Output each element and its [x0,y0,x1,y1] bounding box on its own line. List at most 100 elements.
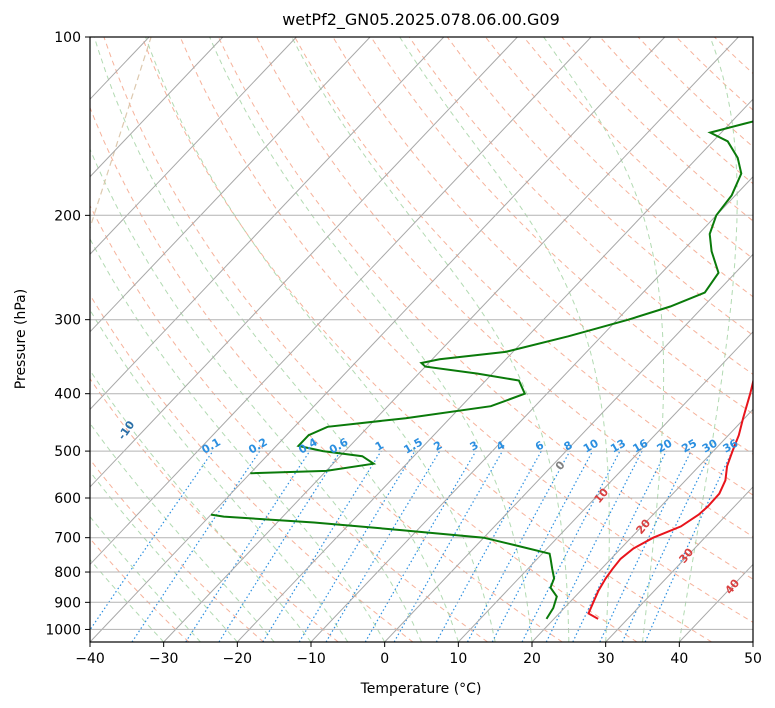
isotherm-line [90,37,592,566]
dry-adiabat-line [256,37,753,538]
y-tick-label: 600 [54,491,81,507]
grid-lines [0,37,753,642]
isotherm-line [310,176,753,642]
y-tick-label: 700 [54,531,81,547]
axes: −40 −30 −20 −10 0 10 20 30 40 5010020030040050060… [45,30,762,667]
y-tick-label: 800 [54,565,81,581]
y-tick-label: 900 [54,595,81,611]
y-tick-label: 300 [54,313,81,329]
mixing-ratio-label: 0.2 [246,436,269,457]
y-tick-label: 500 [54,444,81,460]
isotherm-line [90,37,297,256]
moist-adiabat-line [90,369,312,642]
moist-adiabat-line [90,558,165,642]
dry-adiabat-line [90,293,414,642]
dry-adiabat-line [294,37,753,496]
moist-adiabat-line [90,309,349,642]
y-tick-label: 100 [54,30,81,46]
temperature-line [587,377,753,620]
isotherm-line [752,641,753,642]
mixing-ratio-label: 10 [581,436,601,455]
moist-adiabat-line [291,37,570,642]
isotherm-line [90,37,518,488]
moist-adiabat-line [145,37,496,642]
mixing-ratio-line [90,450,214,631]
moist-adiabat-line [90,422,275,642]
moist-adiabat-line [90,237,386,642]
mixing-ratio-line [298,450,416,642]
mixing-ratio-line [466,450,571,642]
mixing-ratio-line [644,450,733,642]
x-tick-label: 50 [744,651,762,667]
isotherm-line [236,98,753,642]
x-tick-label: −10 [296,651,326,667]
moist-adiabat-line [90,515,201,642]
dry-adiabat-line [637,37,753,148]
x-tick-label: −30 [149,651,179,667]
isotherm-line [0,37,2,642]
plot-frame [89,36,754,643]
mixing-ratio-line [545,450,643,642]
mixing-ratio-label: 0.1 [199,436,222,457]
dewpoint-line-upper [250,120,753,475]
moist-adiabat-line [93,37,459,642]
moist-adiabat-line [399,37,610,642]
dry-adiabat-line [523,37,753,260]
y-tick-label: 400 [54,387,81,403]
mixing-ratio-line [435,450,542,642]
isotherm-line [90,37,371,333]
isotherm-line [90,37,666,642]
plot-area: 0.10.20.40.611.52346810131620253036-100-… [0,37,753,642]
x-axis-label: Temperature (°C) [360,681,482,697]
mixing-ratio-line [393,450,504,642]
data-series [210,120,753,620]
x-tick-label: 10 [449,651,467,667]
dry-adiabat-line [90,377,339,642]
moist-adiabat-line [90,148,422,642]
dry-adiabat-line [141,37,712,642]
dry-adiabat-line [752,37,753,39]
isotherm-line [90,37,445,411]
mixing-ratio-line [185,450,311,642]
mixing-ratio-label: 0.4 [296,435,320,456]
x-tick-label: 0 [380,651,389,667]
mixing-ratio-label: 30 [700,436,720,455]
y-tick-label: 200 [54,208,81,224]
dry-adiabat-line [561,37,753,222]
dry-adiabat-line [714,37,753,75]
moist-adiabat-label: 30 [676,545,696,565]
zero-label: 0 [553,458,568,472]
mixing-ratio-label: 16 [630,436,650,455]
dry-adiabat-line [217,37,753,580]
moist-adiabat-line [209,37,533,642]
background-lines [90,37,753,642]
dry-adiabat-line [179,37,753,623]
line-labels: 0.10.20.40.611.52346810131620253036-100-… [115,418,742,597]
mixing-ratio-line [572,450,667,642]
dewpoint-line-lower [210,513,558,620]
moist-adiabat-line [90,470,238,642]
dry-adiabat-line [408,37,753,375]
dry-adiabat-line [90,458,264,642]
mixing-ratio-label: 1.5 [401,436,424,457]
moist-adiabat-line [543,37,665,642]
isotherm-line [605,486,753,642]
mixing-ratio-line [262,450,382,642]
dry-adiabat-line [103,37,638,642]
y-axis-label: Pressure (hPa) [13,289,29,389]
isotherm-line [90,37,224,178]
mixing-ratio-label: 25 [679,437,699,456]
x-tick-label: 40 [670,651,688,667]
mixing-ratio-line [325,450,441,642]
mixing-ratio-line [521,450,621,642]
isotherm-line [163,37,739,642]
dry-adiabat-line [90,204,488,642]
mixing-ratio-label: 20 [655,436,675,455]
isotherm-line [384,253,753,642]
isotherm-line [457,331,753,642]
x-tick-label: −20 [223,651,253,667]
isotherm-line [0,37,75,642]
mixing-ratio-line [364,450,477,642]
isotherm-line [531,408,753,642]
